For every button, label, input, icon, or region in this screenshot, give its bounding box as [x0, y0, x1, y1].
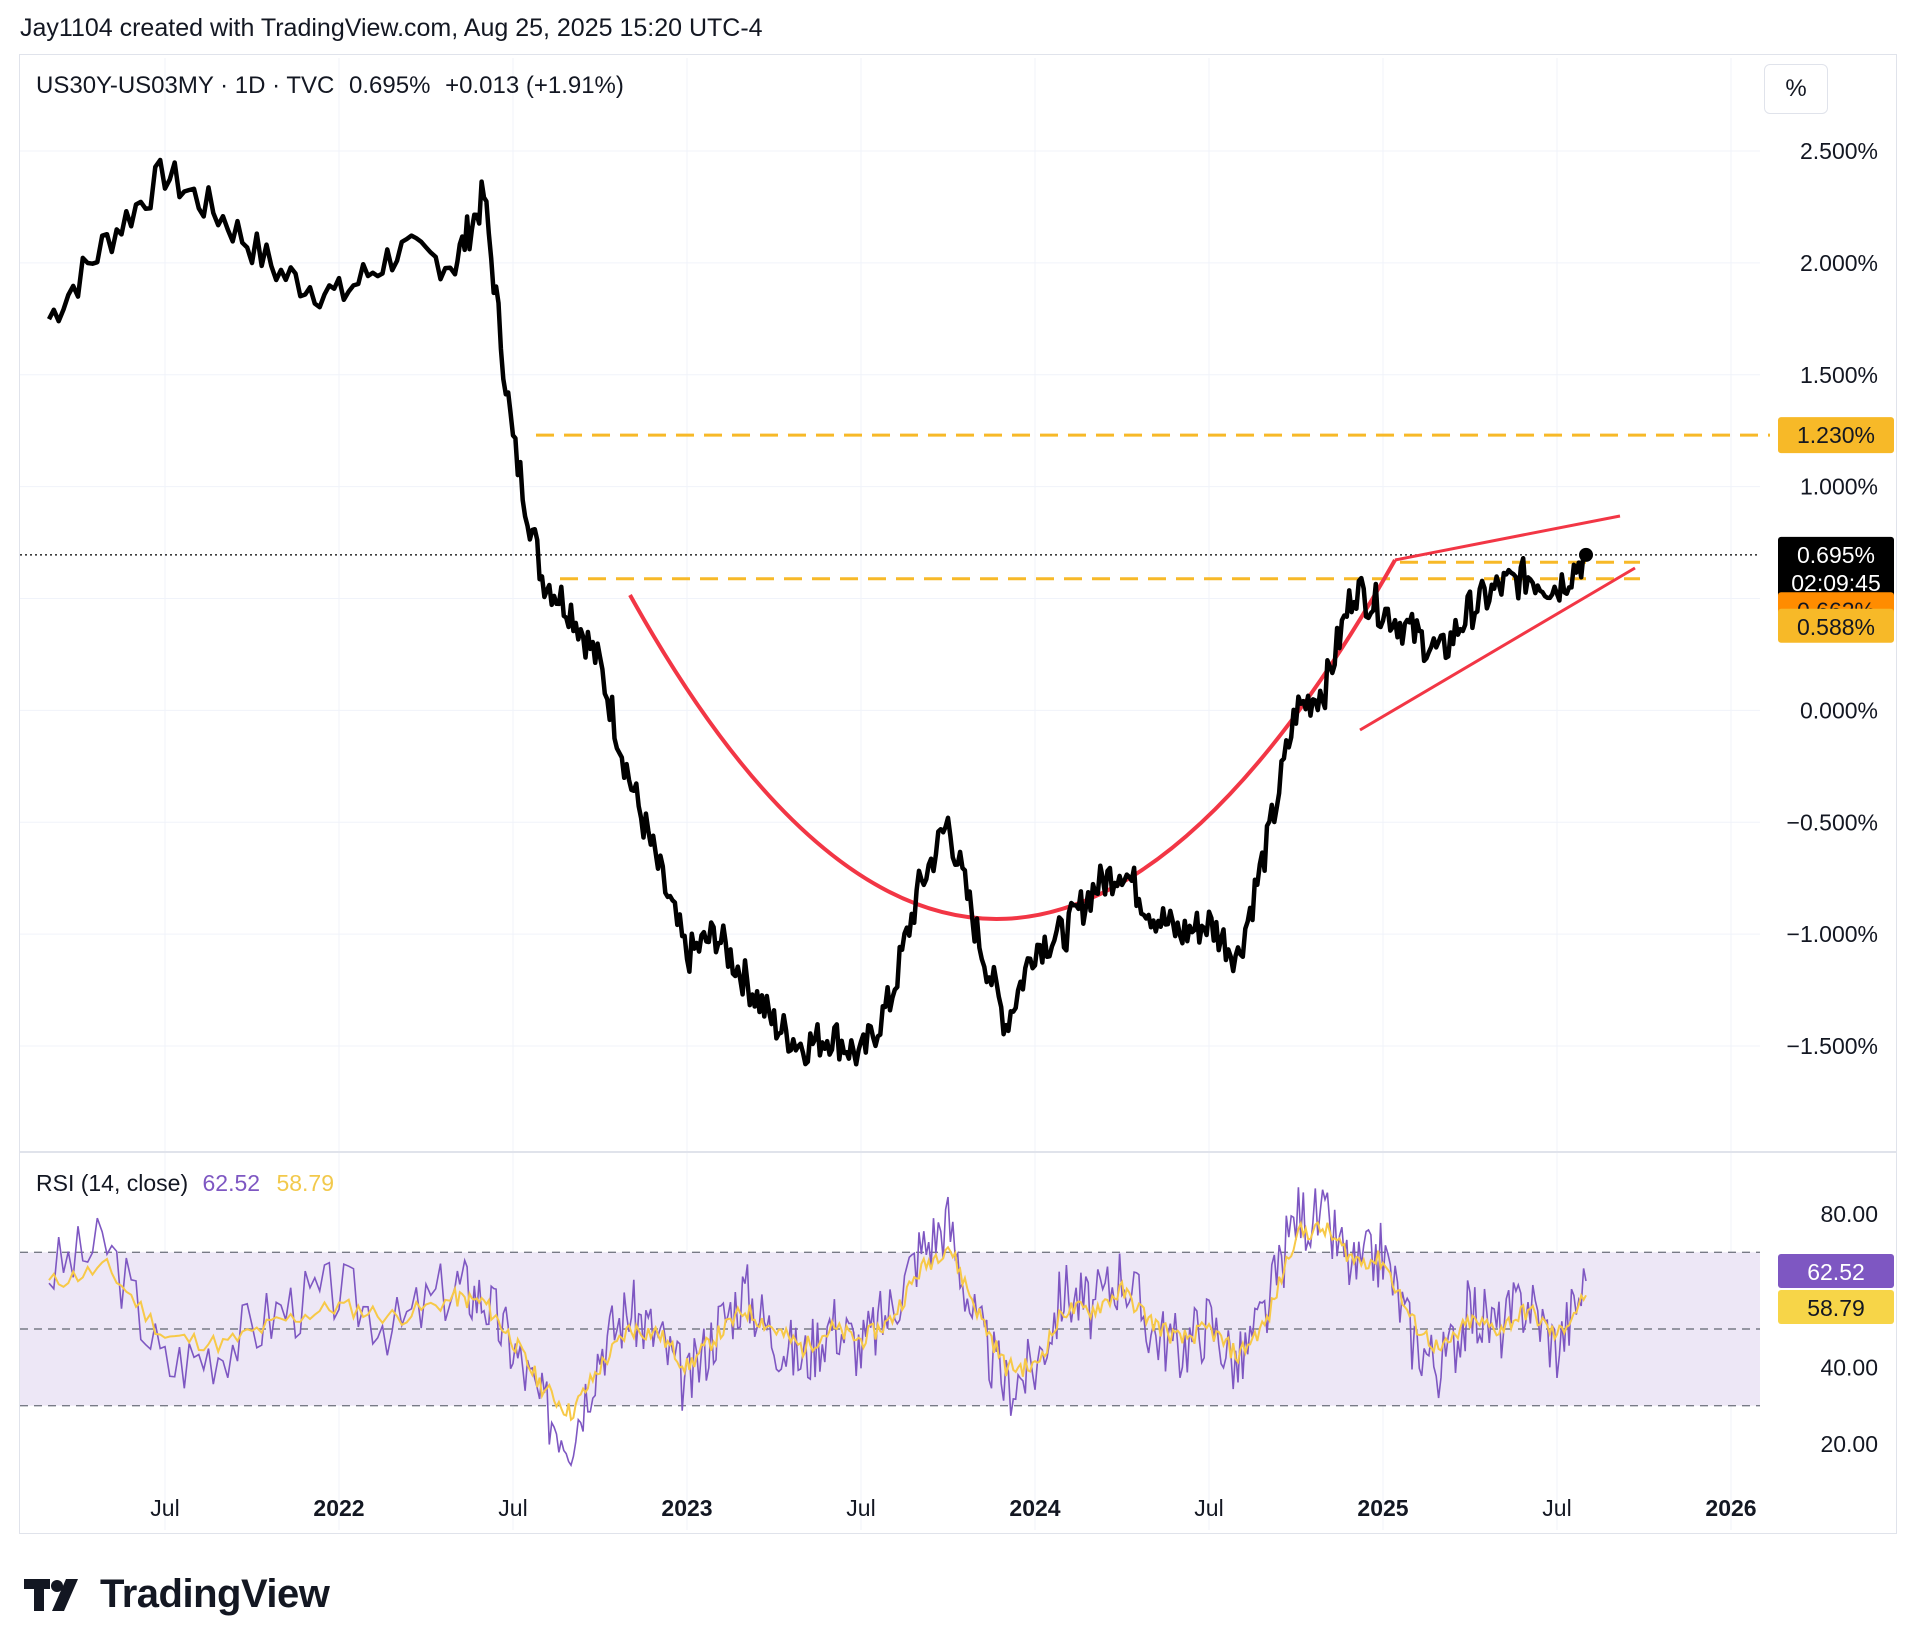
- grid: [20, 58, 1760, 1530]
- price-tick-label: −1.500%: [1787, 1033, 1878, 1059]
- badge-level-0-588-text: 0.588%: [1797, 614, 1875, 640]
- badge-rsi-ma-box: [1778, 1290, 1894, 1324]
- badge-level-0-588: 0.588%: [1778, 608, 1894, 643]
- price-tick-label: −1.000%: [1787, 921, 1878, 947]
- price-tick-label: 2.500%: [1800, 138, 1878, 164]
- rsi-legend[interactable]: RSI (14, close) 62.52 58.79: [36, 1170, 334, 1197]
- badge-level-1-230: 1.230%: [1778, 417, 1894, 454]
- rsi-tick-label: 40.00: [1820, 1354, 1878, 1380]
- wedge-upper-line[interactable]: [1394, 514, 1621, 562]
- wedge-lower-line[interactable]: [1359, 566, 1636, 732]
- time-tick-label: Jul: [150, 1495, 179, 1521]
- price-tick-label: 1.000%: [1800, 474, 1878, 500]
- legend-last: 0.695%: [349, 72, 431, 99]
- time-tick-label: Jul: [1194, 1495, 1223, 1521]
- price-tick-label: 0.000%: [1800, 697, 1878, 723]
- tradingview-logo[interactable]: TradingView: [24, 1572, 330, 1617]
- rsi-legend-label[interactable]: RSI (14, close): [36, 1170, 189, 1196]
- price-series-line: [46, 157, 1588, 1067]
- badge-level-1-230-box: [1778, 417, 1894, 454]
- badge-last-price-box: [1778, 536, 1894, 601]
- badge-last-price: 0.695%02:09:45: [1778, 536, 1894, 601]
- price-tick-label: 2.000%: [1800, 250, 1878, 276]
- price-tick-label: 1.500%: [1800, 362, 1878, 388]
- tradingview-logo-icon: [24, 1577, 86, 1613]
- symbol-legend[interactable]: US30Y-US03MY · 1D · TVC 0.695% +0.013 (+…: [36, 72, 632, 100]
- chart-frame: [19, 54, 1897, 1534]
- badge-last-price-text: 0.695%: [1797, 542, 1875, 568]
- rsi-series-line: [48, 1187, 1587, 1468]
- attribution-text: Jay1104 created with TradingView.com, Au…: [20, 14, 763, 42]
- cup-arc-drawing[interactable]: [628, 559, 1397, 921]
- badge-level-1-230-text: 1.230%: [1797, 422, 1875, 448]
- badge-level-0-588-box: [1778, 608, 1894, 643]
- rsi-guide-lines: [20, 1251, 1760, 1407]
- last-price-dot: [1579, 547, 1593, 562]
- price-levels: [20, 433, 1770, 581]
- percent-scale-button[interactable]: %: [1764, 64, 1828, 114]
- legend-symbol[interactable]: US30Y-US03MY · 1D · TVC: [36, 72, 335, 99]
- axis-badges: 1.230%0.695%02:09:450.662%0.588%62.5258.…: [1778, 417, 1894, 1324]
- price-axis[interactable]: 2.500% 2.000% 1.500% 1.000% 0.000% −0.500% −1.…: [1787, 138, 1878, 1059]
- time-tick-label: 2023: [661, 1495, 712, 1521]
- badge-rsi-ma-text: 58.79: [1807, 1295, 1865, 1321]
- rsi-legend-ma: 58.79: [276, 1170, 335, 1196]
- time-tick-label: 2024: [1009, 1495, 1060, 1521]
- badge-rsi: 62.52: [1778, 1254, 1894, 1288]
- rsi-tick-label: 20.00: [1820, 1431, 1878, 1457]
- time-tick-label: 2022: [313, 1495, 364, 1521]
- time-tick-label: Jul: [498, 1495, 527, 1521]
- badge-rsi-ma: 58.79: [1778, 1290, 1894, 1324]
- rsi-ma-line: [48, 1220, 1587, 1422]
- tradingview-logo-text: TradingView: [100, 1572, 330, 1616]
- time-tick-label: Jul: [846, 1495, 875, 1521]
- legend-change: +0.013 (+1.91%): [445, 72, 624, 99]
- badge-rsi-box: [1778, 1254, 1894, 1288]
- time-tick-label: 2025: [1357, 1495, 1408, 1521]
- price-tick-label: −0.500%: [1787, 809, 1878, 835]
- time-tick-label: Jul: [1542, 1495, 1571, 1521]
- rsi-legend-value: 62.52: [202, 1170, 261, 1196]
- time-tick-label: 2026: [1705, 1495, 1756, 1521]
- time-axis[interactable]: Jul 2022 Jul 2023 Jul 2024 Jul 2025 Jul 2026: [150, 1495, 1756, 1521]
- badge-last-price-text: 02:09:45: [1791, 570, 1881, 596]
- rsi-tick-label: 80.00: [1820, 1201, 1878, 1227]
- rsi-axis[interactable]: 80.00 40.00 20.00: [1820, 1201, 1878, 1457]
- trend-drawings[interactable]: [628, 514, 1636, 921]
- badge-rsi-text: 62.52: [1807, 1259, 1865, 1285]
